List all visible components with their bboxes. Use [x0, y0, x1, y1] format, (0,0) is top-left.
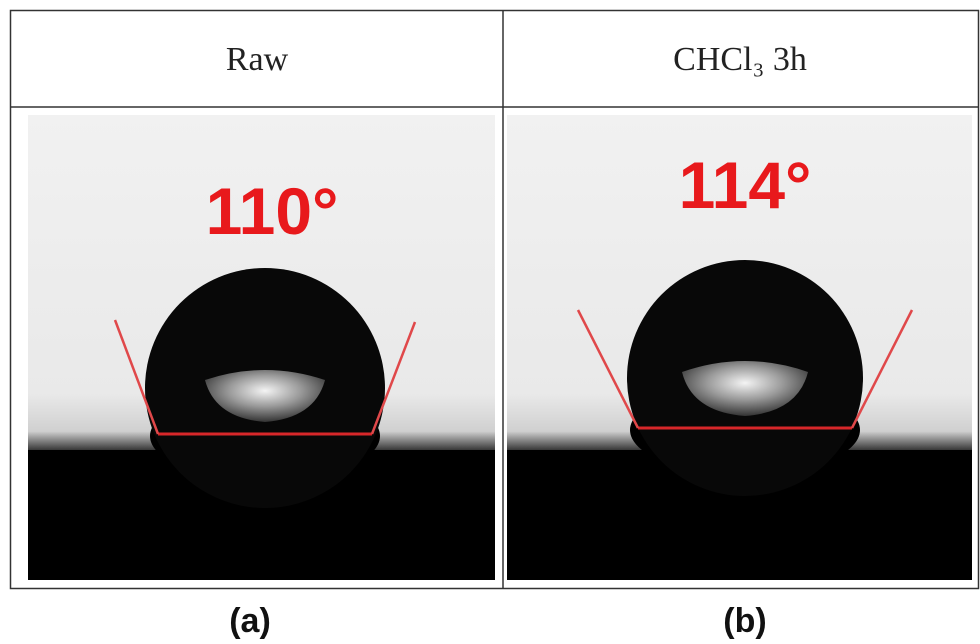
contact-angle: 110°	[206, 174, 339, 248]
column-header: Raw	[226, 41, 289, 78]
panel-caption: (b)	[723, 602, 766, 640]
contact-angle: 114°	[679, 148, 812, 222]
figure: Raw CHCl₃ 3h 110° 114° (a) (b)	[0, 0, 980, 644]
panel-caption: (a)	[229, 602, 271, 640]
column-header: CHCl₃ 3h	[673, 41, 807, 78]
